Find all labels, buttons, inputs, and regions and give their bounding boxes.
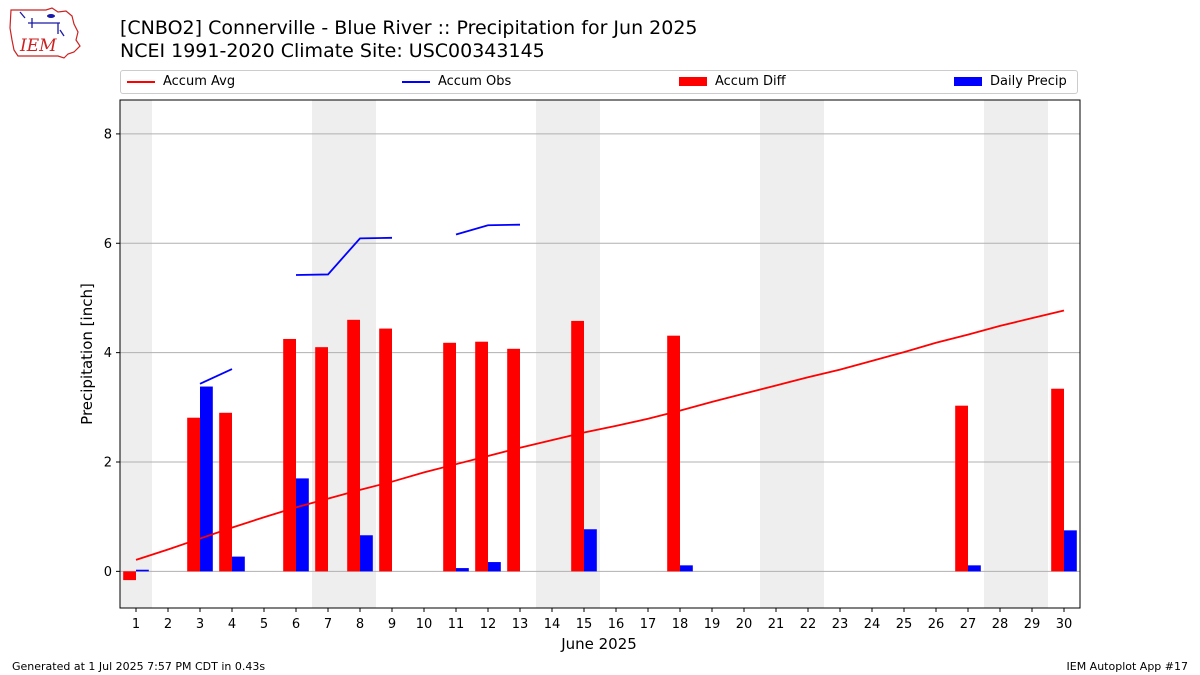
x-tick-label-4: 4 [228, 617, 236, 632]
daily-precip-bar-day-6 [296, 478, 309, 572]
weekend-shading-5 [984, 100, 1048, 608]
x-tick-label-23: 23 [832, 617, 849, 632]
daily-precip-bar-day-3 [200, 386, 213, 572]
accum-diff-bar-day-8 [347, 319, 360, 572]
legend-label-accum-avg: Accum Avg [163, 74, 236, 89]
y-tick-label-2: 2 [104, 455, 112, 470]
accum-diff-bar-day-6 [283, 338, 296, 572]
chart-legend: Accum Avg Accum Obs Accum Diff Daily Pre… [120, 70, 1078, 94]
chart-subtitle: NCEI 1991-2020 Climate Site: USC00343145 [120, 40, 545, 62]
x-tick-label-26: 26 [928, 617, 945, 632]
x-tick-label-2: 2 [164, 617, 172, 632]
plot-frame [119, 99, 1081, 609]
x-tick-label-22: 22 [800, 617, 817, 632]
x-tick-label-25: 25 [896, 617, 913, 632]
legend-swatch-accum-avg [127, 80, 155, 83]
x-tick-label-17: 17 [640, 617, 657, 632]
x-tick-label-15: 15 [576, 617, 593, 632]
daily-precip-bar-day-4 [232, 556, 245, 572]
legend-swatch-daily-precip [954, 77, 982, 86]
accum-diff-bar-day-7 [315, 347, 328, 572]
x-tick-label-16: 16 [608, 617, 625, 632]
daily-precip-bar-day-11 [456, 568, 469, 572]
accum-obs-line-segment-1 [199, 368, 233, 385]
legend-swatch-accum-obs [402, 80, 430, 83]
accum-diff-bar-day-27 [955, 405, 968, 572]
x-tick-label-1: 1 [132, 617, 140, 632]
x-tick-label-14: 14 [544, 617, 561, 632]
legend-item-accum-avg: Accum Avg [127, 74, 235, 92]
y-tick-label-8: 8 [104, 127, 112, 142]
daily-precip-bar-day-12 [488, 562, 501, 572]
logo-text: IEM [19, 36, 57, 56]
x-tick-label-6: 6 [292, 617, 300, 632]
legend-item-accum-diff: Accum Diff [679, 74, 786, 92]
x-tick-label-28: 28 [992, 617, 1009, 632]
x-tick-label-13: 13 [512, 617, 529, 632]
legend-label-daily-precip: Daily Precip [990, 74, 1067, 89]
app-credit: IEM Autoplot App #17 [1066, 660, 1189, 673]
accum-diff-bar-day-12 [475, 341, 488, 572]
accum-diff-bar-day-13 [507, 348, 520, 572]
daily-precip-bar-day-15 [584, 529, 597, 572]
daily-precip-bar-day-27 [968, 565, 981, 572]
accum-avg-line [135, 309, 1065, 561]
accum-diff-bar-day-4 [219, 412, 232, 572]
x-tick-label-19: 19 [704, 617, 721, 632]
weekend-shading-4 [760, 100, 824, 608]
x-axis-label: June 2025 [560, 635, 637, 653]
accum-diff-bar-day-3 [187, 417, 200, 572]
x-tick-label-5: 5 [260, 617, 268, 632]
legend-swatch-accum-diff [679, 77, 707, 86]
x-tick-label-8: 8 [356, 617, 364, 632]
iem-logo: IEM [9, 7, 81, 59]
accum-diff-bar-day-30 [1051, 388, 1064, 572]
y-tick-label-4: 4 [104, 346, 112, 361]
x-tick-label-21: 21 [768, 617, 785, 632]
accum-diff-bar-day-9 [379, 328, 392, 572]
x-tick-label-10: 10 [416, 617, 433, 632]
x-tick-label-29: 29 [1024, 617, 1041, 632]
accum-obs-line-segment-3 [455, 223, 521, 236]
x-tick-label-30: 30 [1056, 617, 1073, 632]
accum-diff-bar-day-18 [667, 335, 680, 572]
x-tick-label-3: 3 [196, 617, 204, 632]
legend-label-accum-obs: Accum Obs [438, 74, 512, 89]
weekend-shading-1 [120, 100, 152, 608]
legend-label-accum-diff: Accum Diff [715, 74, 786, 89]
y-axis-label: Precipitation [inch] [78, 283, 96, 425]
x-tick-label-27: 27 [960, 617, 977, 632]
chart-title: [CNBO2] Connerville - Blue River :: Prec… [120, 17, 698, 39]
x-tick-label-24: 24 [864, 617, 881, 632]
legend-item-accum-obs: Accum Obs [402, 74, 511, 92]
x-tick-label-7: 7 [324, 617, 332, 632]
y-tick-label-0: 0 [104, 565, 112, 580]
x-tick-label-20: 20 [736, 617, 753, 632]
accum-obs-line-segment-2 [295, 236, 393, 276]
y-tick-label-6: 6 [104, 237, 112, 252]
accum-diff-bar-day-11 [443, 342, 456, 572]
accum-diff-bar-day-15 [571, 320, 584, 572]
x-tick-label-18: 18 [672, 617, 689, 632]
daily-precip-bar-day-8 [360, 535, 373, 572]
legend-item-daily-precip: Daily Precip [954, 74, 1067, 92]
daily-precip-bar-day-30 [1064, 530, 1077, 572]
x-tick-label-11: 11 [448, 617, 465, 632]
x-tick-label-12: 12 [480, 617, 497, 632]
generated-timestamp: Generated at 1 Jul 2025 7:57 PM CDT in 0… [12, 660, 266, 673]
daily-precip-bar-day-18 [680, 565, 693, 572]
weekend-shading-3 [536, 100, 600, 608]
accum-diff-bar-day-1 [123, 571, 136, 581]
daily-precip-bar-day-1 [136, 569, 149, 572]
x-tick-label-9: 9 [388, 617, 396, 632]
